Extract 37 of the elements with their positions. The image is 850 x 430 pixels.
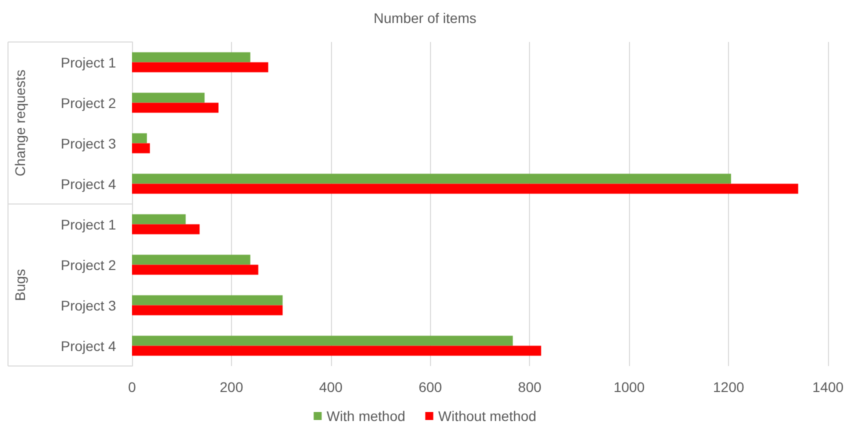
bar — [132, 133, 147, 144]
bar — [132, 52, 250, 62]
y-tick-label: Project 4 — [60, 338, 116, 354]
x-tick-label: 1000 — [614, 379, 645, 395]
x-tick-label: 1400 — [812, 379, 844, 395]
bar — [132, 214, 186, 224]
legend-label: With method — [326, 408, 406, 424]
bar — [132, 254, 250, 265]
x-tick-label: 600 — [418, 379, 442, 395]
bar — [132, 143, 150, 154]
x-tick-label: 0 — [128, 379, 136, 395]
bar — [132, 305, 283, 316]
bar — [132, 174, 732, 184]
y-tick-label: Project 1 — [60, 54, 116, 70]
y-tick-label: Project 2 — [60, 256, 116, 273]
text: Change requests — [12, 70, 28, 176]
text: Bugs — [12, 269, 28, 301]
x-tick-label: 800 — [518, 379, 542, 395]
bar — [132, 184, 798, 194]
bar — [132, 92, 205, 103]
legend-label: Without method — [438, 408, 536, 424]
y-tick-label: Project 1 — [60, 216, 116, 232]
y-tick-label: Project 3 — [60, 135, 116, 152]
x-tick-label: 1200 — [712, 379, 744, 395]
bar — [132, 295, 283, 306]
y-tick-label: Project 3 — [60, 297, 116, 314]
y-tick-label: Project 2 — [60, 94, 116, 111]
bar — [132, 336, 513, 346]
bar — [132, 62, 268, 72]
x-tick-label: 400 — [319, 379, 343, 395]
bar — [132, 264, 258, 275]
bar — [132, 346, 542, 356]
bar — [132, 224, 200, 234]
x-tick-label: 200 — [220, 379, 244, 395]
y-tick-label: Project 4 — [60, 176, 116, 192]
bar — [132, 102, 219, 113]
chart-title: Number of items — [374, 10, 476, 26]
